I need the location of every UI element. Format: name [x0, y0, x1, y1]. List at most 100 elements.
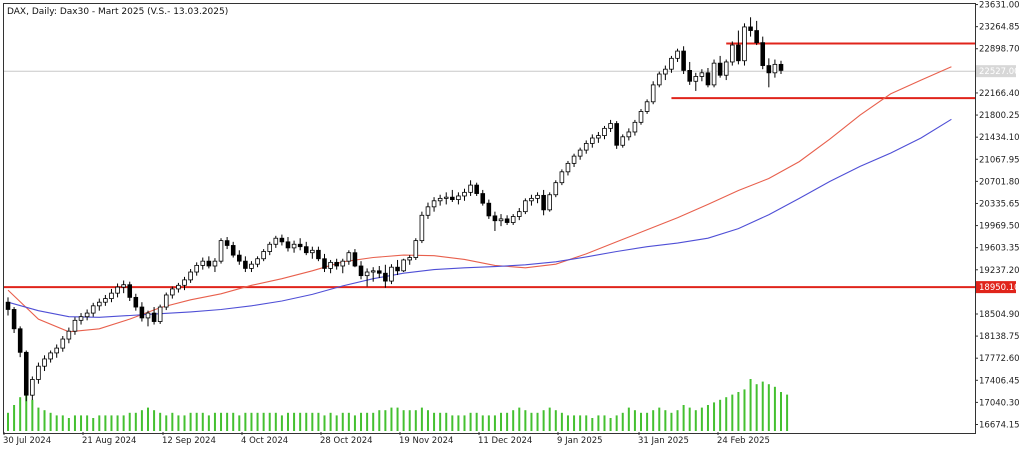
candle-down	[766, 65, 772, 74]
y-tick-label: 22166.40	[979, 89, 1020, 99]
x-tick-label: 9 Jan 2025	[557, 436, 603, 446]
candle-down	[5, 301, 11, 310]
volume-bar	[293, 412, 296, 431]
candle-down	[504, 218, 510, 223]
candle-up	[462, 191, 467, 197]
volume-bar	[658, 407, 661, 431]
y-tick-label: 18504.90	[979, 310, 1020, 320]
candle-down	[224, 240, 230, 246]
x-tick-label: 28 Oct 2024	[320, 436, 373, 446]
volume-bar	[104, 415, 107, 431]
volume-bar	[280, 415, 283, 431]
candle-up	[723, 61, 729, 76]
candle-up	[620, 136, 626, 146]
candle-up	[730, 44, 735, 63]
volume-bar	[579, 415, 582, 431]
volume-bar	[134, 412, 137, 431]
volume-bar	[664, 410, 667, 431]
volume-bar	[554, 410, 557, 431]
volume-bar	[360, 412, 363, 431]
volume-bar	[420, 407, 423, 431]
volume-bar	[366, 412, 369, 431]
candle-down	[334, 261, 339, 267]
candle-down	[358, 265, 364, 277]
volume-bar	[518, 407, 521, 431]
volume-bar	[329, 412, 332, 431]
candle-up	[218, 240, 224, 262]
volume-bar	[244, 412, 247, 431]
candle-down	[687, 70, 692, 82]
candle-down	[486, 202, 492, 217]
volume-bar	[25, 389, 28, 431]
volume-bar	[773, 386, 776, 431]
y-tick-label: 17040.30	[979, 398, 1020, 408]
x-tick-label: 31 Jan 2025	[638, 436, 689, 446]
volume-bar	[700, 407, 703, 431]
volume-layer	[7, 379, 789, 431]
candle-up	[84, 312, 90, 318]
level-price-label: 18950.10	[979, 283, 1020, 293]
candle-up	[145, 312, 151, 319]
volume-bar	[694, 410, 697, 431]
volume-bar	[165, 415, 168, 431]
candle-up	[115, 286, 120, 294]
volume-bar	[451, 415, 454, 431]
volume-bar	[542, 410, 545, 431]
candle-up	[78, 316, 84, 321]
candle-up	[571, 155, 577, 164]
volume-bar	[31, 399, 34, 431]
candle-up	[200, 260, 206, 266]
current-price-label: 22527.00	[979, 67, 1020, 77]
candle-up	[711, 62, 717, 86]
candle-down	[760, 42, 766, 66]
x-tick-label: 19 Nov 2024	[399, 436, 453, 446]
candle-up	[742, 26, 747, 62]
candle-down	[450, 196, 455, 200]
candle-up	[249, 263, 254, 269]
candle-down	[681, 50, 686, 71]
volume-bar	[493, 415, 496, 431]
candle-up	[310, 249, 315, 254]
x-tick-label: 12 Sep 2024	[162, 436, 216, 446]
x-tick-label: 30 Jul 2024	[3, 436, 51, 446]
volume-bar	[560, 412, 563, 431]
current-price-box	[976, 65, 1016, 78]
volume-bar	[749, 379, 752, 431]
candle-up	[170, 288, 175, 296]
candle-up	[553, 182, 559, 196]
volume-bar	[122, 415, 125, 431]
x-tick-label: 24 Feb 2025	[717, 436, 770, 446]
candle-up	[273, 237, 279, 245]
candle-down	[322, 258, 327, 269]
candle-up	[559, 171, 565, 184]
volume-bar	[232, 412, 235, 431]
volume-bar	[640, 412, 643, 431]
candle-up	[346, 252, 352, 262]
horizontal-levels-layer	[4, 42, 975, 289]
x-tick-label: 21 Aug 2024	[82, 436, 136, 446]
candle-up	[413, 240, 419, 258]
candle-up	[650, 84, 656, 103]
volume-bar	[585, 415, 588, 431]
candle-down	[127, 284, 133, 298]
y-tick-label: 16674.15	[979, 421, 1020, 431]
candle-up	[340, 260, 346, 267]
candle-up	[596, 135, 601, 139]
y-tick-label: 19237.20	[979, 266, 1020, 276]
y-tick-label: 20701.80	[979, 177, 1020, 187]
candle-up	[656, 73, 662, 86]
candle-up	[425, 206, 431, 216]
candle-up	[401, 259, 406, 272]
candle-down	[303, 246, 309, 254]
candle-down	[474, 184, 479, 194]
volume-bar	[725, 397, 728, 431]
chart-title: DAX, Daily: Dax30 - Mart 2025 (V.S.- 13.…	[7, 7, 228, 17]
volume-bar	[706, 405, 709, 431]
candle-up	[699, 72, 705, 77]
volume-bar	[207, 415, 210, 431]
volume-bar	[171, 412, 174, 431]
candle-up	[194, 264, 199, 273]
candle-down	[139, 306, 145, 319]
volume-bar	[153, 410, 156, 431]
